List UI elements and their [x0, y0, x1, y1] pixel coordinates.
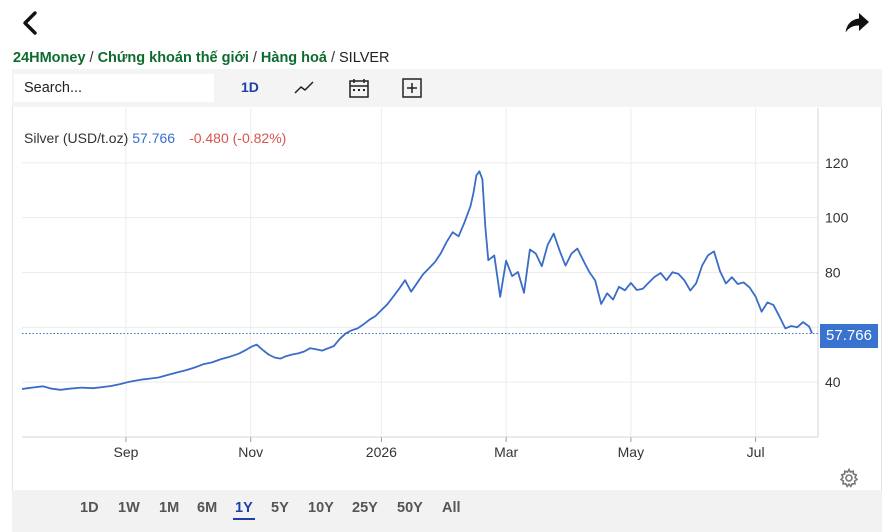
range-button-10y[interactable]: 10Y: [308, 500, 334, 516]
y-tick-label: 40: [825, 374, 841, 390]
x-tick-label: Mar: [494, 444, 518, 460]
calendar-icon[interactable]: [348, 78, 370, 98]
breadcrumb-separator: /: [89, 50, 94, 66]
instrument-change: -0.480 (-0.82%): [189, 130, 287, 146]
y-tick-label: 120: [825, 155, 849, 171]
top-nav-bar: [0, 0, 892, 46]
interval-selector[interactable]: 1D: [241, 79, 259, 95]
add-square-icon[interactable]: [401, 78, 423, 98]
gear-icon[interactable]: [839, 468, 859, 488]
breadcrumb-current: SILVER: [339, 50, 390, 66]
chart-container: [12, 69, 882, 532]
y-tick-label: 80: [825, 265, 841, 281]
chevron-left-icon[interactable]: [18, 9, 44, 37]
breadcrumb: 24HMoney / Chứng khoán thế giới / Hàng hoá / S…: [13, 50, 390, 66]
x-tick-label: Nov: [238, 444, 263, 460]
chart-toolbar: 1D: [12, 69, 882, 107]
range-button-1y[interactable]: 1Y: [233, 500, 255, 520]
chart-axes: 40 80 100 120 Sep Nov 2026 Mar May Jul: [22, 108, 849, 460]
range-button-50y[interactable]: 50Y: [397, 500, 423, 516]
price-series-line: [21, 170, 813, 391]
chart-grid: [22, 108, 818, 437]
breadcrumb-link-world-stocks[interactable]: Chứng khoán thế giới: [97, 50, 249, 66]
symbol-search-input[interactable]: [14, 74, 214, 102]
breadcrumb-link-home[interactable]: 24HMoney: [13, 50, 86, 66]
range-button-1m[interactable]: 1M: [159, 500, 180, 516]
range-selector: 1D 1W 1M 6M 1Y 5Y 10Y 25Y 50Y All: [12, 490, 882, 532]
chart-legend: Silver (USD/t.oz) 57.766 -0.480 (-0.82%): [24, 130, 286, 146]
range-button-6m[interactable]: 6M: [197, 500, 218, 516]
instrument-price: 57.766: [132, 130, 176, 146]
last-price-tag: 57.766: [820, 324, 878, 348]
range-button-all[interactable]: All: [442, 500, 461, 516]
range-button-1w[interactable]: 1W: [118, 500, 140, 516]
y-tick-label: 100: [825, 210, 849, 226]
x-tick-label: May: [618, 444, 644, 460]
chart-series: [21, 170, 818, 391]
x-tick-label: Sep: [113, 444, 138, 460]
share-arrow-icon[interactable]: [844, 10, 870, 36]
breadcrumb-separator: /: [330, 50, 335, 66]
range-button-1d[interactable]: 1D: [80, 500, 99, 516]
range-button-5y[interactable]: 5Y: [271, 500, 289, 516]
x-tick-label: 2026: [366, 444, 397, 460]
breadcrumb-separator: /: [252, 50, 257, 66]
range-button-25y[interactable]: 25Y: [352, 500, 378, 516]
x-tick-label: Jul: [747, 444, 765, 460]
line-chart-icon[interactable]: [293, 78, 315, 98]
instrument-name: Silver (USD/t.oz): [24, 130, 129, 146]
breadcrumb-link-commodities[interactable]: Hàng hoá: [260, 50, 327, 66]
